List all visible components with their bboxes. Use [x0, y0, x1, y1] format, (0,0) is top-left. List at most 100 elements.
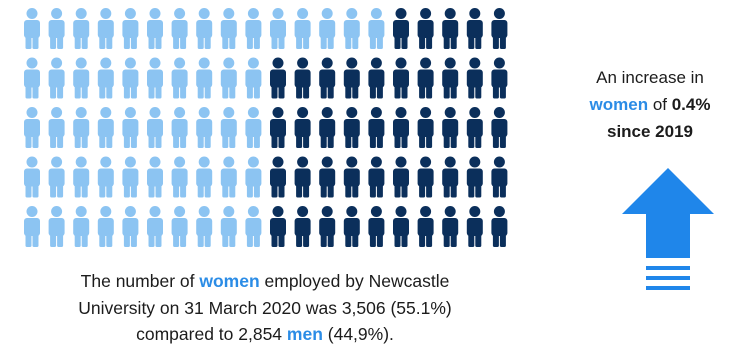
person-icon [294, 107, 311, 148]
person-icon [270, 8, 286, 49]
person-icon [245, 156, 262, 198]
person-icon [466, 57, 483, 99]
arrow-line [646, 266, 690, 270]
person-icon [24, 206, 40, 247]
person-icon [220, 8, 237, 49]
person-icon [491, 206, 508, 247]
person-icon [368, 57, 385, 99]
caption-text: compared to 2,854 [136, 324, 287, 344]
person-icon [48, 206, 65, 247]
person-icon [319, 8, 336, 49]
increase-callout: An increase in women of 0.4% since 2019 [560, 64, 740, 145]
person-icon [393, 107, 409, 148]
person-icon [417, 8, 434, 49]
caption-text: (44,9%). [322, 324, 394, 344]
person-icon [73, 156, 90, 198]
person-icon [319, 57, 336, 99]
person-icon [245, 107, 262, 148]
person-icon [171, 156, 188, 198]
person-icon [343, 156, 360, 198]
arrow-shape [622, 168, 714, 258]
person-icon [491, 156, 508, 198]
caption: The number of women employed by Newcastl… [10, 268, 520, 348]
callout-line: An increase in [596, 68, 704, 87]
person-icon [417, 57, 434, 99]
person-icon [294, 156, 311, 198]
person-icon [319, 156, 336, 198]
callout-women-word: women [589, 95, 649, 114]
person-icon [196, 57, 213, 99]
person-icon [343, 206, 360, 247]
person-icon [245, 57, 262, 99]
caption-text: The number of [80, 271, 200, 291]
arrow-line [646, 286, 690, 290]
person-icon [491, 57, 508, 99]
person-icon [442, 156, 459, 198]
person-icon [97, 8, 114, 49]
person-icon [466, 206, 483, 247]
person-icon [196, 8, 213, 49]
person-icon [48, 57, 65, 99]
callout-text: of [648, 95, 672, 114]
caption-men-word: men [286, 324, 323, 344]
person-icon [97, 206, 114, 247]
person-icon [393, 156, 409, 198]
person-icon [73, 8, 90, 49]
person-icon [368, 107, 385, 148]
person-icon [442, 57, 459, 99]
person-icon [24, 8, 40, 49]
person-icon [368, 206, 385, 247]
person-icon [393, 57, 409, 99]
person-icon [220, 57, 237, 99]
person-icon [122, 107, 139, 148]
person-icon [24, 57, 40, 99]
person-icon [245, 206, 262, 247]
caption-women-word: women [199, 271, 260, 291]
person-icon [343, 8, 360, 49]
person-icon [97, 57, 114, 99]
person-icon [48, 156, 65, 198]
person-icon [368, 156, 385, 198]
pictogram-grid [24, 8, 508, 247]
person-icon [122, 8, 139, 49]
person-icon [319, 107, 336, 148]
person-icon [97, 156, 114, 198]
person-icon [147, 107, 163, 148]
person-icon [171, 107, 188, 148]
person-icon [122, 156, 139, 198]
person-icon [122, 57, 139, 99]
person-icon [147, 8, 163, 49]
person-icon [294, 206, 311, 247]
person-icon [491, 107, 508, 148]
person-icon [196, 156, 213, 198]
person-icon [417, 107, 434, 148]
person-icon [466, 156, 483, 198]
caption-text: University on 31 March 2020 was 3,506 (5… [78, 297, 452, 318]
person-icon [466, 107, 483, 148]
person-icon [24, 107, 40, 148]
person-icon [270, 206, 286, 247]
up-arrow-icon [622, 168, 714, 290]
person-icon [48, 8, 65, 49]
person-icon [294, 57, 311, 99]
person-icon [245, 8, 262, 49]
person-icon [171, 57, 188, 99]
person-icon [220, 107, 237, 148]
person-icon [417, 206, 434, 247]
person-icon [220, 206, 237, 247]
person-icon [368, 8, 385, 49]
person-icon [171, 206, 188, 247]
person-icon [147, 206, 163, 247]
person-icon [491, 8, 508, 49]
person-icon [393, 206, 409, 247]
person-icon [171, 8, 188, 49]
person-icon [97, 107, 114, 148]
person-icon [343, 107, 360, 148]
person-icon [294, 8, 311, 49]
person-icon [147, 57, 163, 99]
person-icon [393, 8, 409, 49]
person-icon [220, 156, 237, 198]
person-icon [270, 57, 286, 99]
person-icon [442, 8, 459, 49]
person-icon [270, 156, 286, 198]
